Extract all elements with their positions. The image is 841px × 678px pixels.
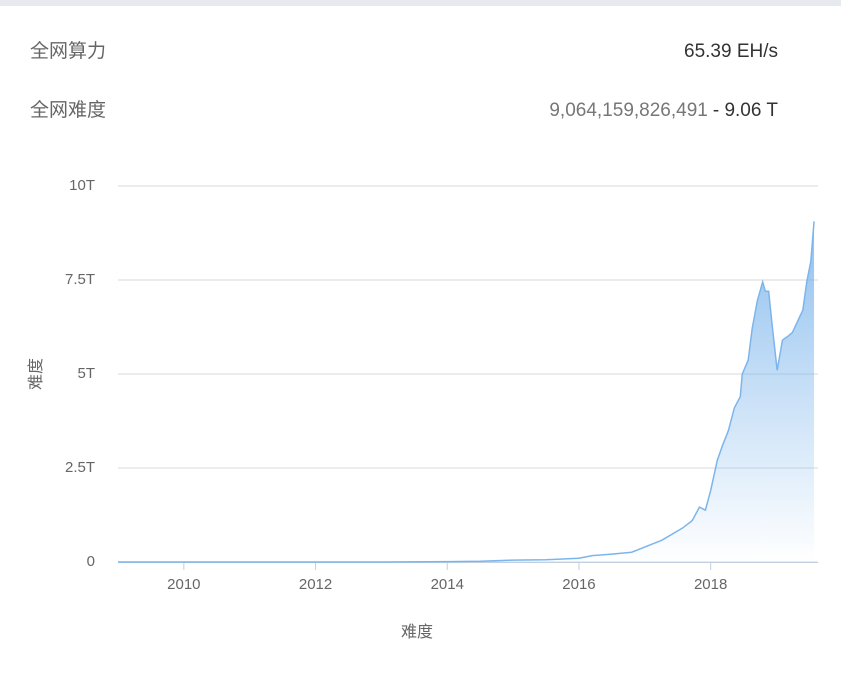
difficulty-label: 全网难度 bbox=[30, 99, 106, 121]
difficulty-short: - 9.06 T bbox=[713, 100, 779, 121]
x-axis-title: 难度 bbox=[401, 623, 433, 641]
area-line bbox=[118, 221, 815, 563]
hashrate-value: 65.39 EH/s bbox=[684, 41, 778, 62]
x-tick-label: 2012 bbox=[299, 576, 332, 593]
hashrate-label: 全网算力 bbox=[30, 40, 106, 62]
x-tick-label: 2010 bbox=[167, 576, 200, 593]
top-bar bbox=[0, 0, 841, 6]
y-tick-label: 5T bbox=[77, 365, 95, 382]
difficulty-full: 9,064,159,826,491 bbox=[549, 100, 708, 121]
y-axis-title: 难度 bbox=[27, 358, 45, 390]
x-tick-label: 2018 bbox=[694, 576, 727, 593]
y-tick-label: 7.5T bbox=[65, 271, 95, 288]
area-fill bbox=[118, 221, 815, 562]
y-tick-label: 10T bbox=[69, 177, 95, 194]
y-tick-label: 0 bbox=[87, 553, 95, 570]
x-tick-label: 2014 bbox=[431, 576, 464, 593]
x-tick-label: 2016 bbox=[562, 576, 595, 593]
difficulty-value: 9,064,159,826,491- 9.06 T bbox=[549, 100, 778, 121]
y-tick-label: 2.5T bbox=[65, 459, 95, 476]
